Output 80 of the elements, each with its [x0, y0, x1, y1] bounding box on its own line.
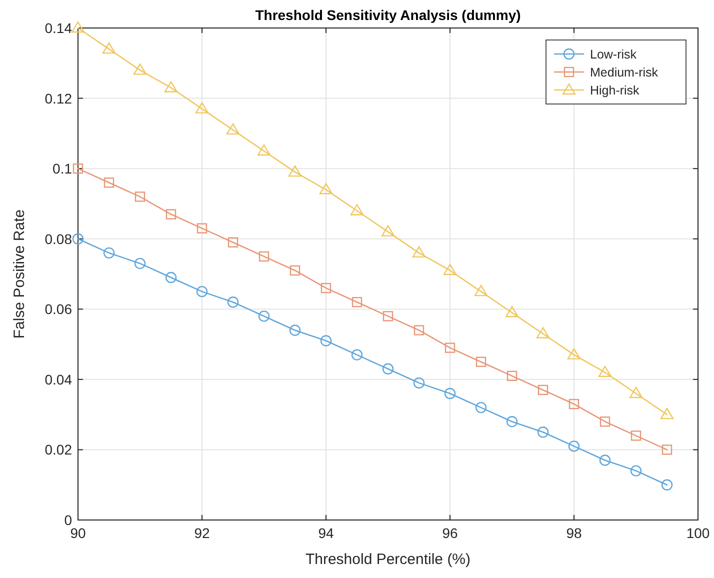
point: [599, 454, 611, 466]
point: [165, 272, 177, 284]
point: [475, 402, 487, 414]
point: [226, 123, 240, 135]
point: [320, 335, 332, 346]
point: [630, 465, 642, 476]
point: [444, 342, 456, 353]
x-tick-label: 90: [70, 525, 86, 541]
x-tick-label: 92: [194, 525, 210, 541]
y-tick-label: 0.04: [44, 371, 72, 388]
x-tick-label: 100: [686, 525, 710, 541]
point: [319, 183, 333, 194]
point: [662, 444, 672, 455]
legend-label: Medium-risk: [590, 66, 659, 80]
point: [412, 246, 426, 258]
y-tick-label: 0.14: [44, 20, 72, 36]
point: [166, 209, 176, 220]
point: [164, 81, 178, 92]
point: [104, 178, 114, 188]
y-tick-label: 0.08: [44, 230, 72, 247]
point: [351, 349, 363, 360]
y-tick-label: 0.12: [44, 90, 72, 106]
x-tick-label: 94: [318, 525, 334, 541]
point: [71, 21, 85, 33]
point: [414, 325, 424, 336]
point: [350, 204, 364, 216]
point: [568, 440, 580, 452]
point: [598, 366, 612, 377]
point: [661, 479, 673, 490]
point: [630, 430, 642, 441]
legend-label: High-risk: [590, 84, 640, 98]
point: [444, 388, 456, 400]
point: [567, 348, 581, 360]
chart-title: Threshold Sensitivity Analysis (dummy): [255, 7, 521, 23]
point: [289, 324, 301, 336]
point: [257, 144, 271, 156]
x-tick-label: 98: [566, 525, 582, 541]
point: [381, 225, 395, 236]
point: [474, 284, 488, 296]
point: [103, 247, 115, 259]
point: [290, 265, 300, 276]
point: [288, 165, 302, 177]
point: [196, 223, 208, 234]
point: [382, 311, 394, 322]
y-axis-title: False Positive Rate: [11, 209, 28, 339]
point: [102, 42, 116, 54]
point: [476, 356, 486, 367]
point: [134, 258, 146, 270]
legend-label: Low-risk: [590, 48, 638, 62]
point: [196, 286, 208, 298]
point: [600, 416, 610, 427]
x-tick-label: 96: [442, 525, 458, 541]
point: [133, 64, 147, 75]
point: [506, 370, 518, 382]
y-tick-label: 0.06: [44, 301, 72, 318]
point: [134, 192, 146, 202]
point: [505, 306, 519, 318]
x-axis-title: Threshold Percentile (%): [305, 551, 471, 568]
point: [72, 163, 84, 174]
point: [506, 416, 518, 428]
point: [537, 426, 549, 438]
point: [413, 377, 425, 389]
point: [258, 251, 270, 262]
point: [228, 237, 238, 248]
point: [660, 408, 674, 420]
point: [320, 282, 332, 294]
point: [227, 296, 239, 308]
point: [443, 264, 457, 276]
point: [568, 398, 580, 410]
point: [72, 233, 84, 244]
y-tick-label: 0: [64, 512, 72, 528]
point: [538, 384, 548, 396]
point: [195, 102, 209, 114]
point: [352, 297, 362, 308]
point: [536, 327, 550, 338]
point: [258, 310, 270, 322]
point: [629, 386, 643, 398]
point: [382, 363, 394, 374]
y-tick-label: 0.1: [52, 160, 72, 177]
y-tick-label: 0.02: [44, 442, 72, 458]
